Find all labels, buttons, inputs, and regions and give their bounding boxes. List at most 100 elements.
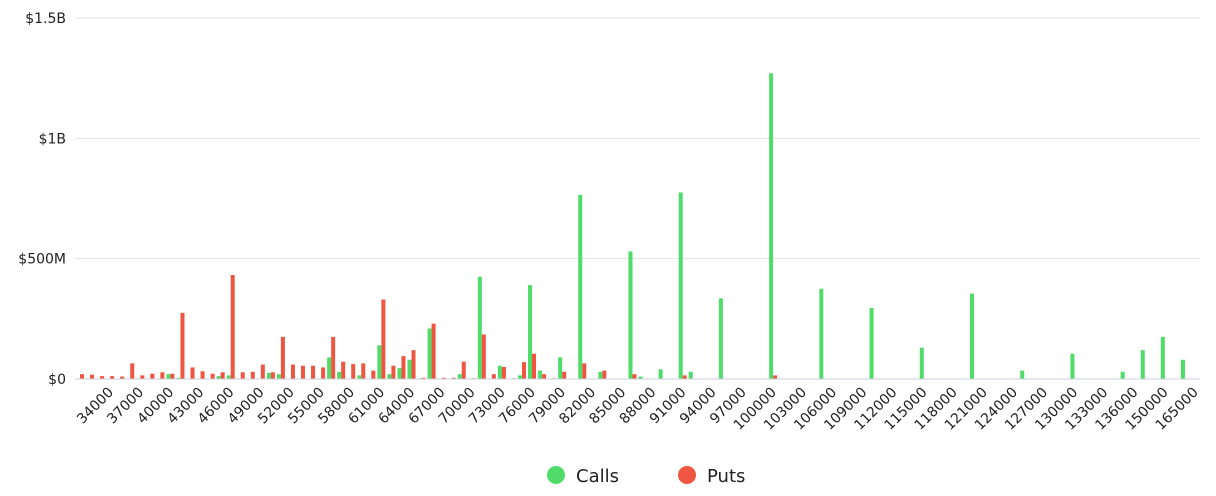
bar [371,370,376,379]
bar [1160,336,1165,379]
bar [501,366,506,379]
bar [1120,371,1125,379]
y-tick-label: $500M [18,252,66,268]
legend-marker[interactable] [678,466,696,484]
bar [678,192,683,379]
bar [1020,370,1025,379]
bar [538,370,543,379]
bar [190,367,195,379]
bar [260,364,265,379]
bar [407,359,412,379]
y-tick-label: $1B [39,131,66,147]
bar [170,373,175,379]
bar [578,194,583,379]
bar [166,374,171,379]
bar [240,372,245,379]
bar [290,364,295,379]
bar [220,372,225,379]
bar [1070,353,1075,379]
bar [311,365,316,379]
bar [341,361,346,379]
bar [421,377,426,379]
bar [477,276,482,379]
bar [90,374,95,379]
bar [230,275,235,379]
bar [819,288,824,379]
bar [226,375,231,379]
bar [120,376,125,379]
bar [210,373,215,379]
bar [517,375,522,379]
bar [682,375,687,379]
bar [337,371,342,379]
bar [80,374,85,379]
bar [1180,359,1185,379]
bar [397,368,402,379]
bar [351,364,356,379]
bar [562,371,567,379]
bar [381,299,386,379]
bar [441,377,446,379]
bar [266,372,271,379]
y-tick-label: $1.5B [25,11,66,27]
bar [1140,350,1145,379]
bar [180,312,185,379]
bar [357,375,362,379]
bar [250,371,255,379]
bar [481,334,486,379]
bar [401,356,406,379]
bar [160,372,165,379]
bar [280,336,285,379]
legend-label[interactable]: Puts [707,466,745,487]
bar [140,375,145,379]
bar [632,374,637,379]
bar [491,374,496,379]
bar [542,374,547,379]
bar [216,376,221,379]
bar [130,363,135,379]
bar [100,376,105,379]
bar [200,371,205,379]
bar [461,361,466,379]
bar [598,371,603,379]
bar [361,363,366,379]
bar [110,376,115,379]
bar [558,357,563,379]
bar [602,370,607,379]
legend-label[interactable]: Calls [576,466,619,487]
bar [457,374,462,379]
bar [638,376,643,379]
bar [769,73,774,379]
bar [176,377,181,379]
bar [391,365,396,379]
bar [582,363,587,379]
bar [969,293,974,379]
bar [688,371,693,379]
bar [270,372,275,379]
bar [451,377,456,379]
bar [628,251,633,379]
bar [331,336,336,379]
bar [276,374,281,379]
bar [869,308,874,379]
bar [497,365,502,379]
bar [427,328,432,379]
bar [411,350,416,379]
bar [301,365,306,379]
y-tick-label: $0 [48,372,66,388]
legend-marker[interactable] [547,466,565,484]
bar [658,369,663,379]
bar [150,373,155,379]
bar [773,375,778,379]
bar [387,374,392,379]
bar [521,362,526,379]
bar [532,353,537,379]
bar [327,357,332,379]
bar [377,345,382,379]
bar [718,298,723,379]
bar [321,367,326,379]
bar [528,285,533,379]
bar [919,347,924,379]
bar [431,323,436,379]
